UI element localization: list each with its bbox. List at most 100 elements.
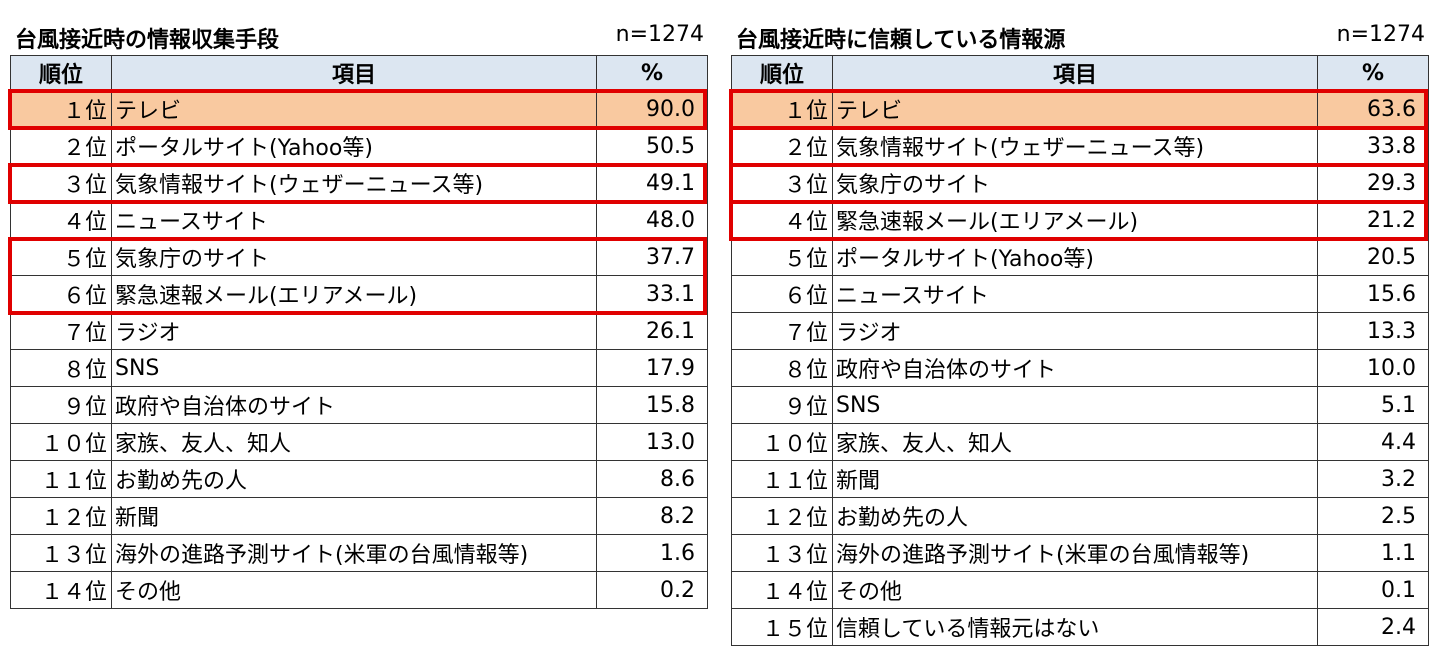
item-cell: ポータルサイト(Yahoo等) <box>832 238 1318 276</box>
percent-cell: 63.6 <box>1317 90 1429 128</box>
rank-cell: ８位 <box>10 349 112 387</box>
rank-cell: １２位 <box>10 497 112 535</box>
percent-cell: 8.6 <box>596 460 708 498</box>
percent-cell: 37.7 <box>596 238 708 276</box>
rank-cell: ５位 <box>10 238 112 276</box>
rank-cell: ９位 <box>10 386 112 424</box>
rank-cell: ７位 <box>731 312 833 350</box>
item-cell: テレビ <box>111 90 597 128</box>
percent-cell: 33.1 <box>596 275 708 313</box>
trusted-sources-sample-size: n=1274 <box>1336 22 1425 47</box>
rank-cell: １４位 <box>731 571 833 609</box>
table-row: １位 テレビ 90.0 <box>10 90 708 128</box>
table-header-row: 順位 項目 % <box>731 55 1429 91</box>
rank-cell: ３位 <box>731 164 833 202</box>
table-header-row: 順位 項目 % <box>10 55 708 91</box>
table-row: １３位 海外の進路予測サイト(米軍の台風情報等) 1.6 <box>10 534 708 572</box>
item-cell: 気象庁のサイト <box>111 238 597 276</box>
percent-cell: 15.6 <box>1317 275 1429 313</box>
collection-methods-title: 台風接近時の情報収集手段 <box>15 28 280 53</box>
table-row: ４位 緊急速報メール(エリアメール) 21.2 <box>731 201 1429 239</box>
item-cell: 海外の進路予測サイト(米軍の台風情報等) <box>111 534 597 572</box>
table-row: ２位 ポータルサイト(Yahoo等) 50.5 <box>10 127 708 165</box>
percent-cell: 0.2 <box>596 571 708 609</box>
percent-cell: 10.0 <box>1317 349 1429 387</box>
percent-cell: 20.5 <box>1317 238 1429 276</box>
item-cell: 家族、友人、知人 <box>111 423 597 461</box>
item-cell: 新聞 <box>111 497 597 535</box>
rank-cell: ２位 <box>10 127 112 165</box>
table-row: ８位 政府や自治体のサイト 10.0 <box>731 349 1429 387</box>
trusted-sources-title: 台風接近時に信頼している情報源 <box>736 28 1066 53</box>
table-row: １４位 その他 0.1 <box>731 571 1429 609</box>
table-row: ３位 気象情報サイト(ウェザーニュース等) 49.1 <box>10 164 708 202</box>
item-cell: お勤め先の人 <box>111 460 597 498</box>
table-row: １２位 新聞 8.2 <box>10 497 708 535</box>
rank-header: 順位 <box>10 55 112 91</box>
table-row: ６位 ニュースサイト 15.6 <box>731 275 1429 313</box>
item-cell: その他 <box>111 571 597 609</box>
rank-cell: １３位 <box>10 534 112 572</box>
rank-header: 順位 <box>731 55 833 91</box>
rank-cell: １１位 <box>731 460 833 498</box>
table-row: １４位 その他 0.2 <box>10 571 708 609</box>
rank-cell: １０位 <box>731 423 833 461</box>
rank-cell: ６位 <box>731 275 833 313</box>
percent-cell: 48.0 <box>596 201 708 239</box>
item-cell: SNS <box>111 349 597 387</box>
percent-cell: 13.3 <box>1317 312 1429 350</box>
item-cell: 海外の進路予測サイト(米軍の台風情報等) <box>832 534 1318 572</box>
item-cell: 緊急速報メール(エリアメール) <box>832 201 1318 239</box>
percent-header: % <box>1317 55 1429 91</box>
percent-cell: 3.2 <box>1317 460 1429 498</box>
percent-cell: 90.0 <box>596 90 708 128</box>
rank-cell: １位 <box>10 90 112 128</box>
item-cell: ラジオ <box>111 312 597 350</box>
percent-cell: 21.2 <box>1317 201 1429 239</box>
table-row: ３位 気象庁のサイト 29.3 <box>731 164 1429 202</box>
percent-cell: 33.8 <box>1317 127 1429 165</box>
percent-cell: 2.4 <box>1317 608 1429 646</box>
rank-cell: １位 <box>731 90 833 128</box>
percent-cell: 2.5 <box>1317 497 1429 535</box>
percent-header: % <box>596 55 708 91</box>
rank-cell: １３位 <box>731 534 833 572</box>
rank-cell: ３位 <box>10 164 112 202</box>
percent-cell: 15.8 <box>596 386 708 424</box>
table-row: １２位 お勤め先の人 2.5 <box>731 497 1429 535</box>
percent-cell: 5.1 <box>1317 386 1429 424</box>
table-row: ７位 ラジオ 13.3 <box>731 312 1429 350</box>
rank-cell: ４位 <box>10 201 112 239</box>
percent-cell: 29.3 <box>1317 164 1429 202</box>
table-row: ６位 緊急速報メール(エリアメール) 33.1 <box>10 275 708 313</box>
rank-cell: ７位 <box>10 312 112 350</box>
rank-cell: １０位 <box>10 423 112 461</box>
percent-cell: 26.1 <box>596 312 708 350</box>
table-row: ７位 ラジオ 26.1 <box>10 312 708 350</box>
percent-cell: 1.6 <box>596 534 708 572</box>
item-cell: 政府や自治体のサイト <box>832 349 1318 387</box>
trusted-sources-table: 順位 項目 % １位 テレビ 63.6 ２位 気象情報サイト(ウェザーニュース等) 33.… <box>731 55 1429 646</box>
item-cell: ラジオ <box>832 312 1318 350</box>
table-row: １３位 海外の進路予測サイト(米軍の台風情報等) 1.1 <box>731 534 1429 572</box>
table-row: ４位 ニュースサイト 48.0 <box>10 201 708 239</box>
table-row: ５位 ポータルサイト(Yahoo等) 20.5 <box>731 238 1429 276</box>
item-cell: 家族、友人、知人 <box>832 423 1318 461</box>
item-header: 項目 <box>832 55 1318 91</box>
table-row: ２位 気象情報サイト(ウェザーニュース等) 33.8 <box>731 127 1429 165</box>
percent-cell: 4.4 <box>1317 423 1429 461</box>
table-row: １０位 家族、友人、知人 4.4 <box>731 423 1429 461</box>
item-header: 項目 <box>111 55 597 91</box>
rank-cell: １４位 <box>10 571 112 609</box>
percent-cell: 17.9 <box>596 349 708 387</box>
percent-cell: 50.5 <box>596 127 708 165</box>
table-row: ９位 SNS 5.1 <box>731 386 1429 424</box>
rank-cell: ９位 <box>731 386 833 424</box>
item-cell: お勤め先の人 <box>832 497 1318 535</box>
collection-methods-sample-size: n=1274 <box>615 22 704 47</box>
percent-cell: 0.1 <box>1317 571 1429 609</box>
item-cell: ニュースサイト <box>111 201 597 239</box>
table-row: ５位 気象庁のサイト 37.7 <box>10 238 708 276</box>
rank-cell: １２位 <box>731 497 833 535</box>
table-row: １５位 信頼している情報元はない 2.4 <box>731 608 1429 646</box>
